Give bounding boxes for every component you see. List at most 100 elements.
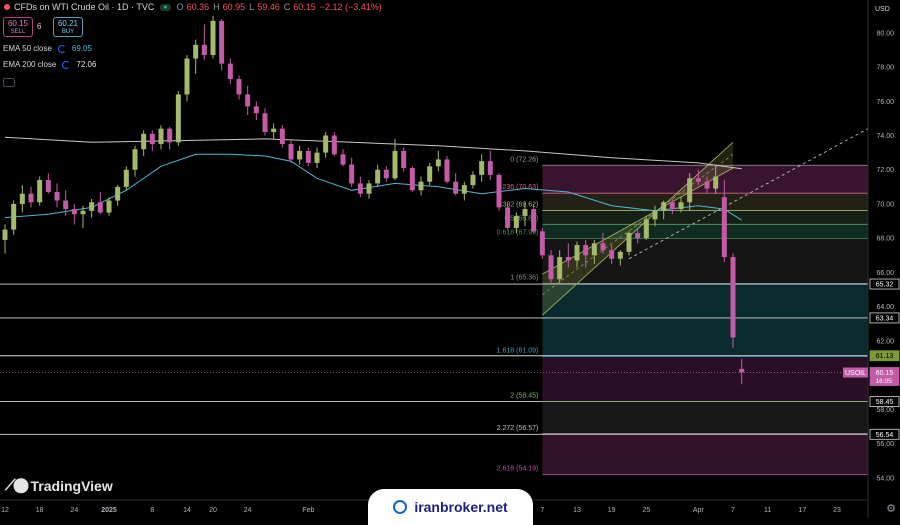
fib-level-label: 0.382 (69.62) — [497, 201, 539, 208]
y-tick-label: 58.00 — [876, 407, 894, 414]
candle-body — [63, 200, 69, 210]
x-tick-label: 13 — [573, 507, 581, 514]
globe-icon — [393, 500, 408, 514]
candle-body — [175, 94, 181, 143]
market-status-icon — [4, 4, 10, 10]
y-tick-label: 80.00 — [876, 30, 894, 37]
candle-body — [193, 44, 199, 59]
candle-body — [167, 128, 173, 143]
x-tick-label: 12 — [1, 507, 9, 514]
candle-body — [115, 186, 121, 201]
candle-body — [461, 185, 467, 194]
x-tick-label: 19 — [608, 507, 616, 514]
candle-body — [201, 44, 207, 56]
candle-body — [349, 164, 355, 184]
ohlc-high-key: H — [213, 2, 220, 12]
fib-level-label: 2.618 (54.19) — [497, 466, 539, 473]
symbol-title[interactable]: CFDs on WTI Crude Oil · 1D · TVC — [14, 2, 155, 12]
y-tick-label: 74.00 — [876, 133, 894, 140]
gear-icon[interactable]: ⚙ — [886, 503, 896, 515]
y-tick-label: 70.00 — [876, 201, 894, 208]
price-tag — [869, 312, 900, 324]
candle-body — [600, 243, 606, 251]
tradingview-logo[interactable]: ⟋⬤ TradingView — [5, 477, 113, 494]
x-tick-label: 23 — [833, 507, 841, 514]
x-tick-label: 8 — [150, 507, 154, 514]
candle-body — [721, 197, 727, 257]
ohlc-open-key: O — [176, 2, 184, 12]
y-tick-label: 66.00 — [876, 270, 894, 277]
ema50-legend[interactable]: EMA 50 close 69.05 — [3, 44, 92, 53]
ema200-name: EMA 200 close — [3, 60, 57, 69]
channel-lower-line — [542, 167, 734, 275]
candle-body — [617, 251, 623, 259]
x-tick-label: 11 — [764, 507, 771, 514]
candle-body — [713, 176, 719, 189]
ohlc-low-key: L — [249, 2, 255, 12]
x-tick-label: 14 — [183, 507, 191, 514]
candle-body — [418, 181, 424, 191]
candle-body — [583, 245, 589, 256]
ema50-line — [4, 153, 742, 221]
candle-body — [366, 183, 372, 194]
price-tag — [869, 350, 900, 362]
loading-icon — [57, 44, 66, 53]
x-tick-label: 7 — [540, 507, 544, 514]
candle-body — [271, 128, 277, 133]
candle-body — [479, 161, 485, 175]
candle-body — [357, 183, 363, 194]
candle-body — [539, 231, 545, 256]
candle-body — [626, 233, 632, 252]
candle-body — [704, 181, 710, 189]
sell-label: SELL — [10, 29, 26, 35]
x-tick-label: 24 — [70, 507, 78, 514]
candle-body — [253, 106, 259, 114]
candle-body — [123, 169, 129, 187]
candle-body — [288, 144, 294, 160]
fib-level-label: 1.618 (61.09) — [497, 347, 539, 354]
buy-label: BUY — [61, 29, 75, 35]
candle-body — [11, 203, 17, 230]
candle-body — [643, 219, 649, 239]
candle-body — [444, 159, 450, 182]
logo-text: TradingView — [30, 477, 113, 494]
buy-button[interactable]: 60.21 BUY — [53, 17, 83, 37]
candle-body — [661, 202, 667, 211]
candle-body — [340, 154, 346, 165]
candle-body — [37, 179, 43, 203]
ema200-line — [4, 136, 742, 170]
candle-body — [609, 250, 615, 259]
candle-body — [305, 150, 311, 163]
candle-body — [28, 193, 34, 203]
candle-body — [54, 191, 60, 201]
collapse-legend-button[interactable] — [3, 78, 15, 87]
fib-level-label: 0.236 (70.63) — [497, 184, 539, 191]
x-tick-label: Feb — [302, 507, 314, 514]
candle-body — [669, 202, 675, 210]
candle-body — [392, 150, 398, 179]
candle-body — [687, 178, 693, 203]
symbol-tag — [843, 367, 868, 378]
candle-body — [435, 159, 441, 167]
candle-body — [314, 152, 320, 163]
price-tag — [869, 428, 900, 440]
fib-zone — [542, 433, 868, 475]
ema200-legend[interactable]: EMA 200 close 72.06 — [3, 60, 96, 69]
candle-body — [401, 150, 407, 169]
price-tag — [869, 278, 900, 290]
y-tick-label: 76.00 — [876, 99, 894, 106]
fib-level-label: 1 (65.36) — [510, 274, 538, 281]
candle-body — [427, 166, 433, 182]
price-tag — [869, 396, 900, 408]
buy-price: 60.21 — [57, 19, 79, 28]
candle-body — [141, 133, 147, 150]
candle-body — [522, 209, 528, 216]
sell-button[interactable]: 60.15 SELL — [3, 17, 33, 37]
chart-header: CFDs on WTI Crude Oil · 1D · TVC ● O 60.3… — [0, 0, 386, 14]
candle-body — [470, 174, 476, 186]
y-tick-label: 64.00 — [876, 304, 894, 311]
candle-body — [19, 193, 25, 204]
x-tick-label: 17 — [798, 507, 806, 514]
candle-body — [548, 255, 554, 280]
